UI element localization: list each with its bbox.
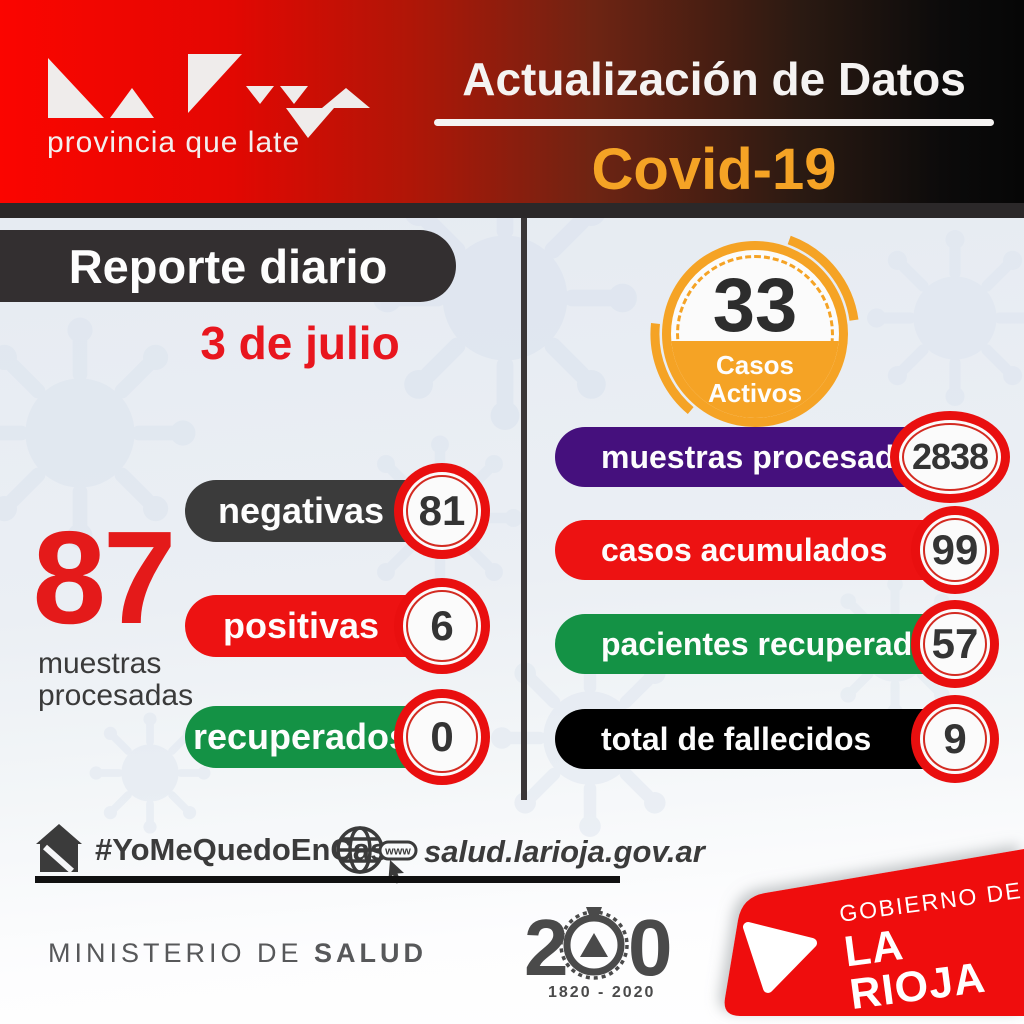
logo-tagline: provincia que late <box>47 126 301 159</box>
government-label: GOBIERNO DE LA RIOJA <box>837 876 1024 1019</box>
cursor-icon <box>388 860 404 884</box>
report-title-pill: Reporte diario <box>0 230 456 302</box>
column-divider <box>521 218 527 800</box>
globe-www-icon: www <box>336 826 418 884</box>
stat-row-negativas: negativas 81 <box>185 463 490 559</box>
stat-row-recuperados: recuperados 0 <box>185 689 490 785</box>
active-cases-circle: 33 Casos Activos <box>662 241 848 427</box>
stat-value-badge: 57 <box>911 600 999 688</box>
stat-row-total-fallecidos: total de fallecidos 9 <box>555 695 1004 783</box>
header-banner: provincia que late Actualización de Dato… <box>0 0 1024 203</box>
ministry-label: MINISTERIO DE SALUD <box>48 938 428 968</box>
header-underline <box>434 119 994 126</box>
ribbon-triangle-icon <box>743 922 817 993</box>
active-cases-label: Casos Activos <box>671 340 839 418</box>
stat-value-badge: 9 <box>911 695 999 783</box>
government-ribbon <box>724 849 1024 1016</box>
svg-text:0: 0 <box>628 903 673 987</box>
website-text: salud.larioja.gov.ar <box>424 834 705 869</box>
stat-value-badge: 99 <box>911 506 999 594</box>
daily-samples-total: 87 <box>32 504 177 651</box>
stat-value-badge: 6 <box>394 578 490 674</box>
stat-row-casos-acumulados: casos acumulados 99 <box>555 506 1004 594</box>
daily-samples-label: muestras procesadas <box>38 647 194 712</box>
stat-value-badge: 2838 <box>890 411 1010 503</box>
bicentennial-years: 1820 - 2020 <box>548 984 656 1001</box>
house-icon <box>36 824 82 874</box>
active-cases-value: 33 <box>712 263 798 348</box>
footer-divider-rule <box>35 876 620 883</box>
header-subtitle-covid: Covid-19 <box>591 137 837 202</box>
stat-row-positivas: positivas 6 <box>185 578 490 674</box>
stat-value-badge: 0 <box>394 689 490 785</box>
svg-text:2: 2 <box>524 903 569 987</box>
header-bottom-strip <box>0 203 1024 218</box>
stat-value-badge: 81 <box>394 463 490 559</box>
stat-row-muestras-procesadas: muestras procesadas 2838 <box>555 411 1010 503</box>
report-date: 3 de julio <box>200 317 400 369</box>
stat-row-pacientes-recuperados: pacientes recuperados 57 <box>555 600 1004 688</box>
la-rioja-triangles-logo-icon <box>48 54 370 138</box>
header-title: Actualización de Datos <box>462 53 966 105</box>
svg-text:www: www <box>384 846 411 858</box>
bicentennial-200-logo-icon: 2 0 <box>524 903 673 987</box>
stat-label-pill: casos acumulados <box>555 520 985 580</box>
